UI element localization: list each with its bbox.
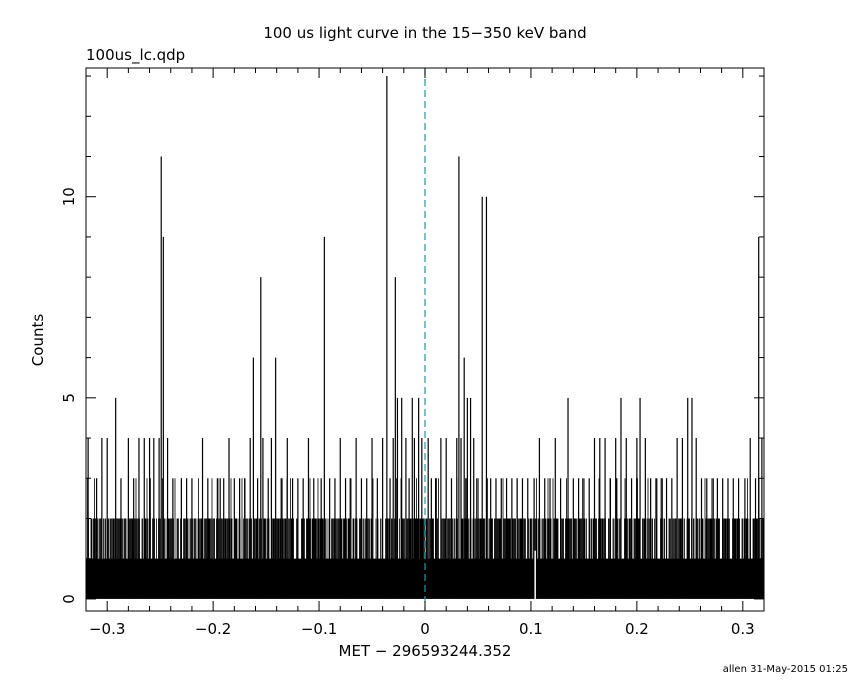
x-tick-label: −0.1 xyxy=(301,620,337,638)
x-tick-label: 0 xyxy=(420,620,430,638)
y-tick-labels: 0 5 10 xyxy=(60,187,78,604)
y-tick-label: 10 xyxy=(60,187,78,206)
x-tick-label: 0.2 xyxy=(625,620,649,638)
x-tick-labels: −0.3 −0.2 −0.1 0 0.1 0.2 0.3 xyxy=(89,620,755,638)
x-tick-label: −0.3 xyxy=(89,620,125,638)
file-label: 100us_lc.qdp xyxy=(86,46,185,65)
x-axis-label: MET − 296593244.352 xyxy=(339,642,512,660)
x-tick-label: 0.1 xyxy=(519,620,543,638)
axis-ticks xyxy=(86,68,764,611)
y-axis-label: Counts xyxy=(29,314,47,367)
y-tick-label: 5 xyxy=(60,393,78,403)
chart-title: 100 us light curve in the 15−350 keV ban… xyxy=(263,24,586,42)
y-tick-label: 0 xyxy=(60,594,78,604)
x-tick-label: −0.2 xyxy=(195,620,231,638)
x-tick-label: 0.3 xyxy=(731,620,755,638)
footer-timestamp: allen 31-May-2015 01:25 xyxy=(723,664,848,675)
